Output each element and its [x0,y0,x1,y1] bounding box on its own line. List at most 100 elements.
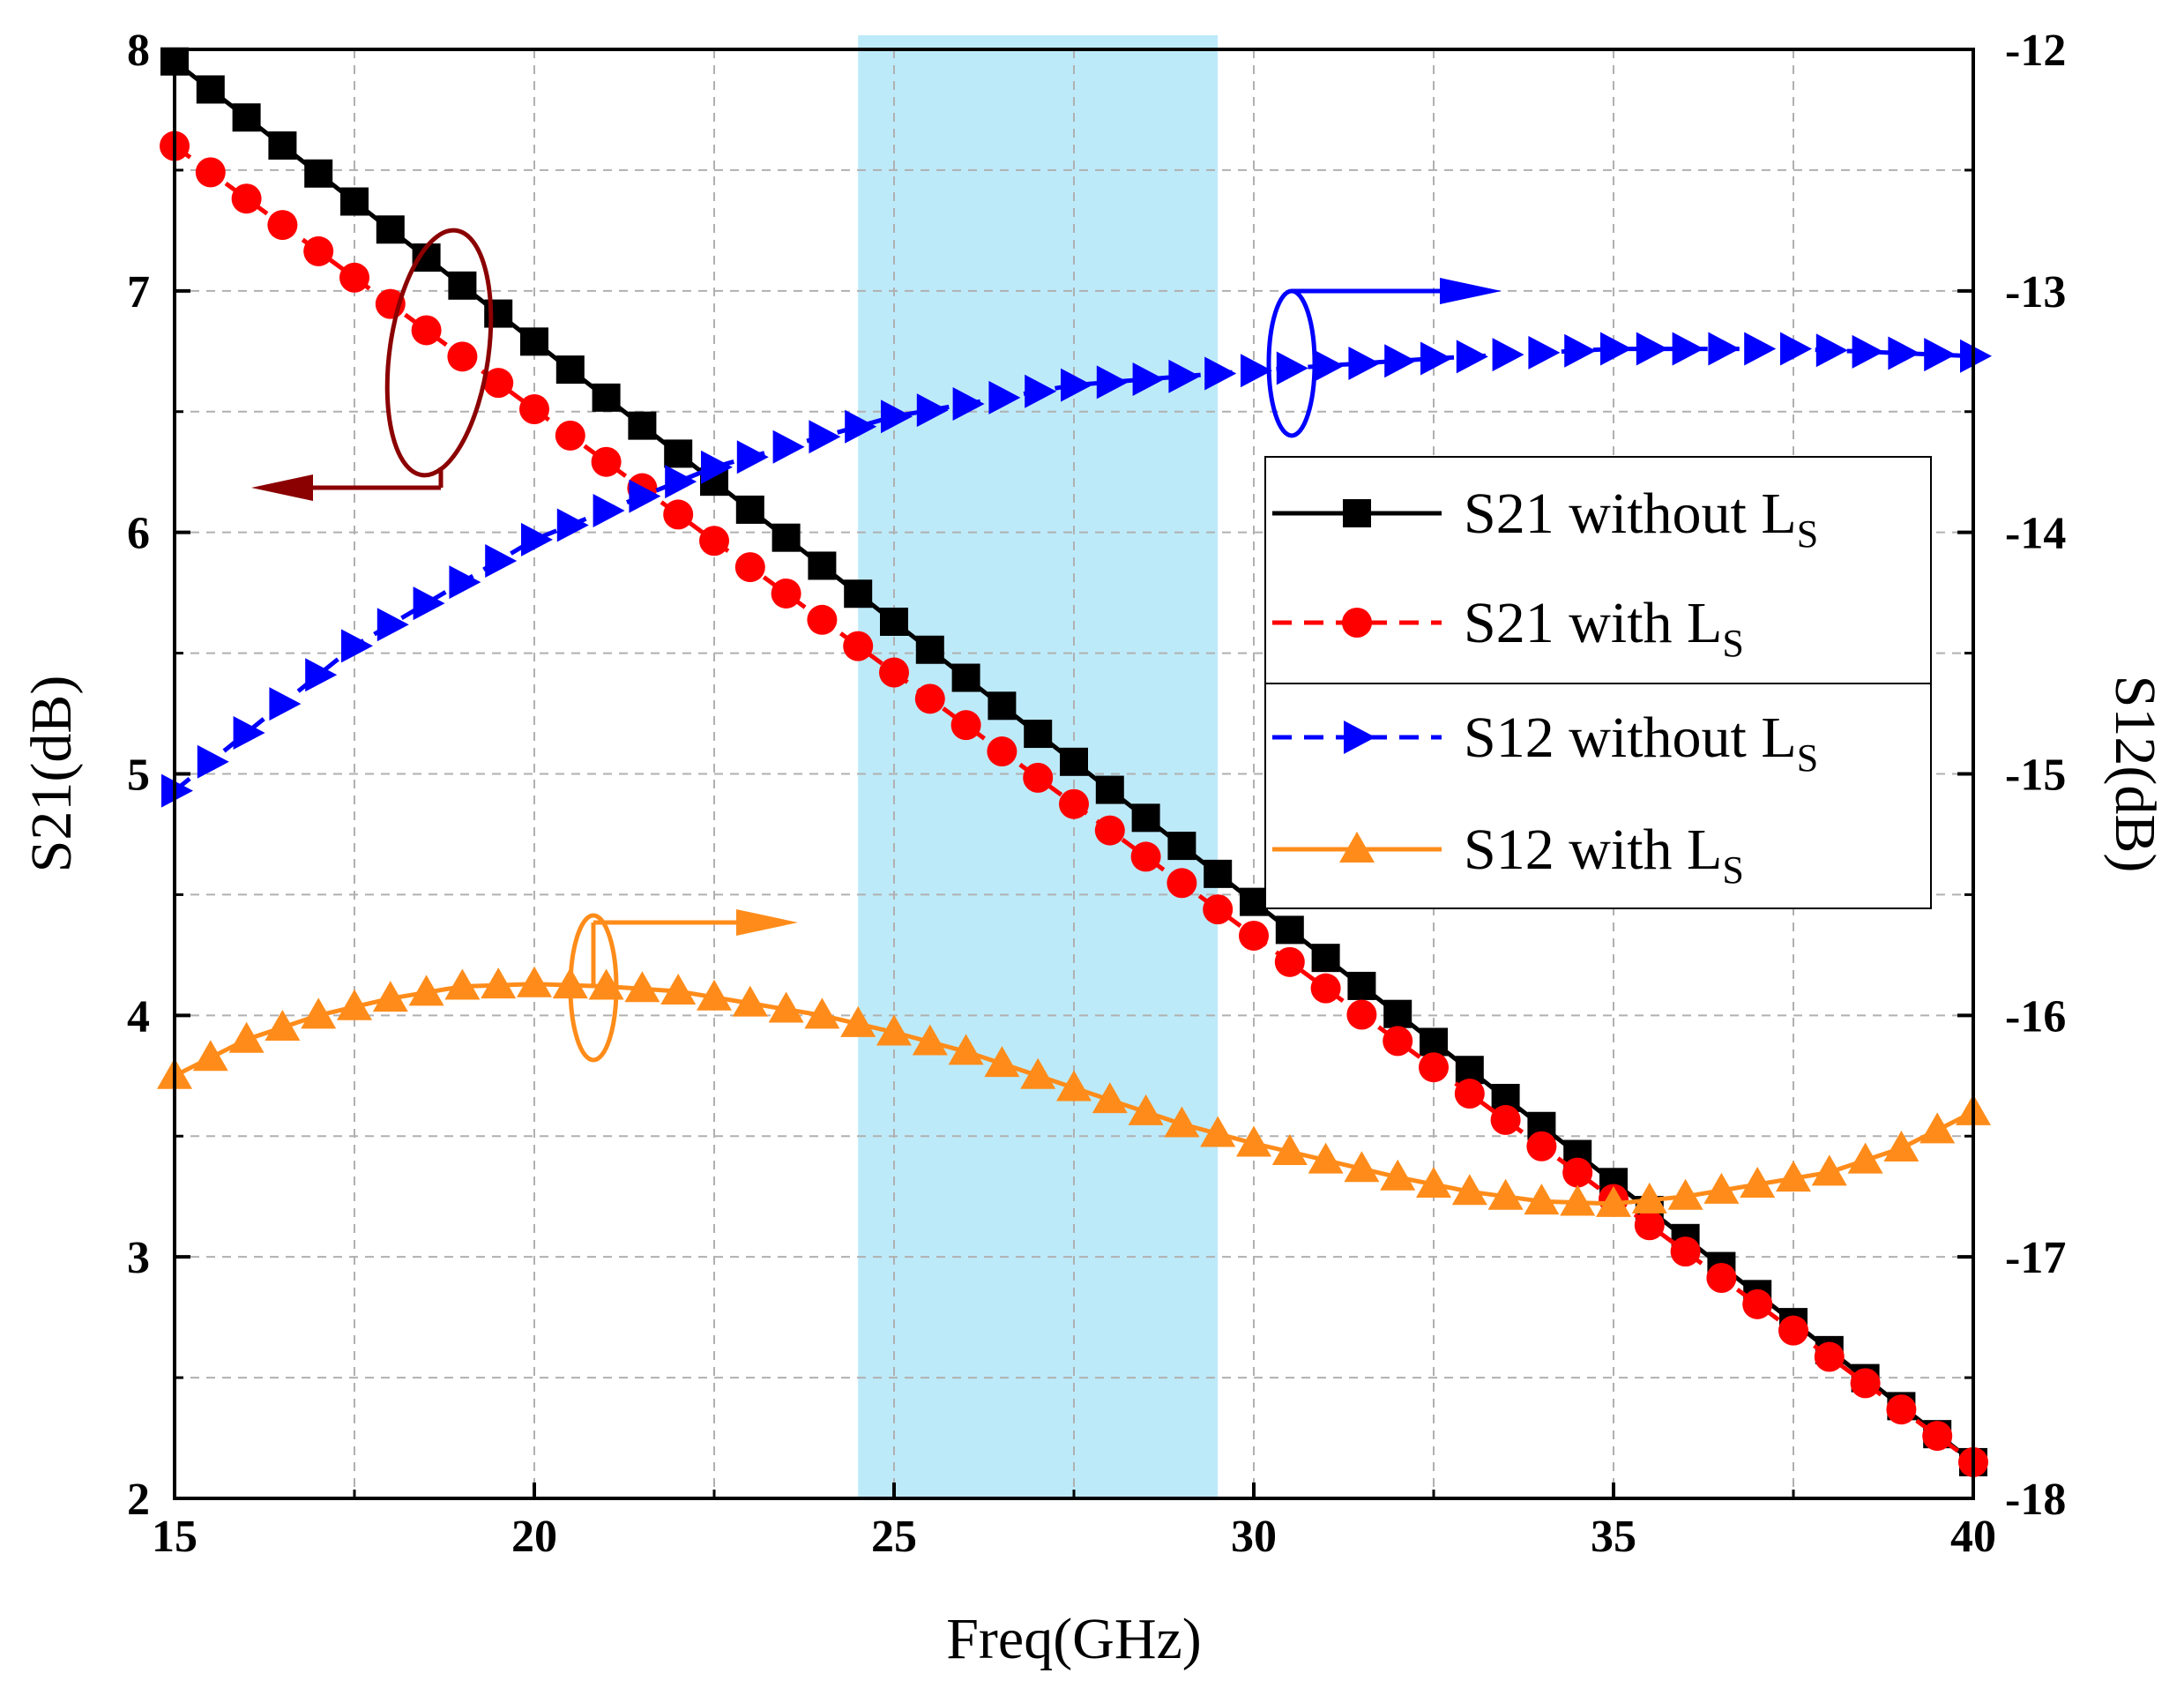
annotations [251,228,1502,1063]
series-point [1456,340,1488,374]
series-point [1167,868,1197,899]
series-point [624,971,660,1003]
axis-ticks: 15 20 25 30 35 40 2 3 4 5 6 7 8 -18 -17 -16 -15 -14 -13 -12 [127,26,2066,1562]
series-point [337,989,372,1020]
series-point [948,1034,984,1065]
x-tick-label: 40 [1950,1512,1996,1562]
series-point [734,552,765,583]
series-point [1274,946,1305,977]
series-point [1271,1134,1308,1166]
series-point [1096,365,1129,400]
legend-label-text: S12 without L [1464,706,1797,770]
x-tick-label: 30 [1231,1512,1277,1562]
legend-item: S21 with LS [1272,591,1744,665]
indicator-arrowhead [736,909,798,936]
series-point [840,1005,876,1037]
series-point [1020,1057,1056,1089]
series-point [809,420,841,454]
series-point [735,495,764,524]
series-point [340,187,369,216]
series-point [1454,1079,1485,1109]
series-point [987,736,1017,767]
series-point [984,1046,1020,1078]
series-point [555,420,585,451]
legend-item: S12 without LS [1272,706,1818,780]
series-point [1239,920,1269,951]
left-tick-label: 7 [127,267,150,317]
series-point [1168,359,1201,393]
series-point [413,586,445,621]
series-point [1132,362,1165,397]
x-tick-label: 25 [871,1512,917,1562]
series-point [1886,1394,1917,1425]
legend-marker [1344,721,1375,754]
series-point [1094,815,1125,846]
series-point [988,380,1021,415]
series-point [1776,1161,1811,1192]
series-point [629,479,661,513]
series-point [664,439,693,468]
series-point [1922,1421,1953,1452]
series-point [845,409,877,444]
series-point [1703,1172,1740,1204]
series-point [1060,747,1088,776]
series-point [1380,1159,1416,1191]
series-point [1667,1178,1703,1210]
legend-marker [1339,832,1375,863]
series-point [1167,832,1196,861]
right-tick-label: -13 [2005,267,2066,317]
series-point [1600,332,1632,366]
series-point [1706,1262,1737,1293]
series-point [628,411,657,440]
series-point [1487,1178,1524,1210]
series-point [1383,999,1413,1028]
series-point [880,607,908,636]
series-point [1128,1094,1164,1125]
indicator-arrowhead [1440,278,1502,304]
series-point [1883,1130,1919,1161]
series-point [1742,1288,1773,1319]
series-point [1203,894,1234,925]
series-point [192,1040,228,1072]
series-point [1564,333,1597,368]
series-point [555,355,585,385]
series-point [303,235,334,266]
x-axis-title: Freq(GHz) [946,1607,1202,1671]
legend-label-subscript: S [1797,736,1818,780]
series-point [1924,338,1957,372]
series-point [1634,1210,1665,1241]
series-point [1311,944,1340,973]
series-point [1562,1157,1593,1188]
series-point [1811,1154,1847,1186]
legend-label-text: S12 with L [1464,818,1722,882]
series-point [517,966,552,997]
series-2 [160,131,1988,1477]
series-point [519,394,549,425]
series-point [1672,332,1704,366]
right-tick-label: -18 [2005,1475,2066,1525]
series-point [520,327,548,356]
series-point [1276,351,1308,385]
left-tick-label: 8 [127,26,150,76]
series-point [1420,1027,1448,1057]
series-point [732,985,768,1017]
legend-label-subscript: S [1797,512,1818,556]
legend-marker [1343,499,1371,527]
series-point [1740,1167,1776,1199]
series-point [950,710,981,741]
series-point [269,687,302,721]
series-point [1059,788,1089,819]
series-point [701,450,733,484]
series-point [1241,354,1272,388]
series-point [1024,720,1053,749]
series-point [1815,333,1848,368]
series-point [305,658,338,692]
series-point [1451,1174,1487,1206]
right-tick-label: -17 [2005,1233,2066,1283]
series-point [844,579,873,609]
right-tick-label: -12 [2005,26,2066,76]
series-point [914,683,945,714]
series-point [1236,1125,1271,1157]
series-point [843,631,874,661]
series-point [771,523,801,552]
